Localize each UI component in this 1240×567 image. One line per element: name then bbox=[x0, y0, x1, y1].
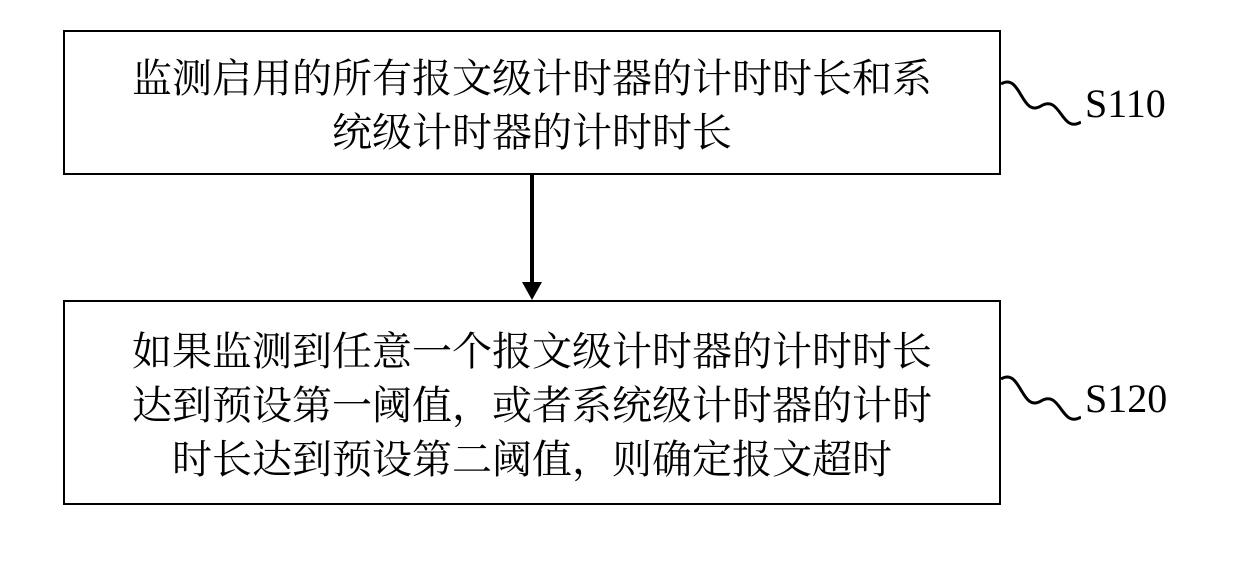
node-text-line: 如果监测到任意一个报文级计时器的计时时长 bbox=[132, 322, 932, 376]
connector-squiggle bbox=[1001, 78, 1081, 134]
node-text-line: 统级计时器的计时时长 bbox=[332, 103, 732, 157]
flowchart-canvas: 监测启用的所有报文级计时器的计时时长和系 统级计时器的计时时长 如果监测到任意一… bbox=[0, 0, 1240, 567]
step-label-s120: S120 bbox=[1085, 375, 1167, 422]
flowchart-arrow-head bbox=[522, 282, 542, 300]
flowchart-node-s120: 如果监测到任意一个报文级计时器的计时时长 达到预设第一阈值，或者系统级计时器的计… bbox=[63, 300, 1001, 505]
node-text-line: 监测启用的所有报文级计时器的计时时长和系 bbox=[132, 49, 932, 103]
step-label-s110: S110 bbox=[1085, 80, 1166, 127]
node-text-line: 时长达到预设第二阈值，则确定报文超时 bbox=[172, 430, 892, 484]
node-text-line: 达到预设第一阈值，或者系统级计时器的计时 bbox=[132, 376, 932, 430]
flowchart-arrow bbox=[530, 175, 534, 282]
flowchart-node-s110: 监测启用的所有报文级计时器的计时时长和系 统级计时器的计时时长 bbox=[63, 30, 1001, 175]
connector-squiggle bbox=[1001, 373, 1081, 429]
